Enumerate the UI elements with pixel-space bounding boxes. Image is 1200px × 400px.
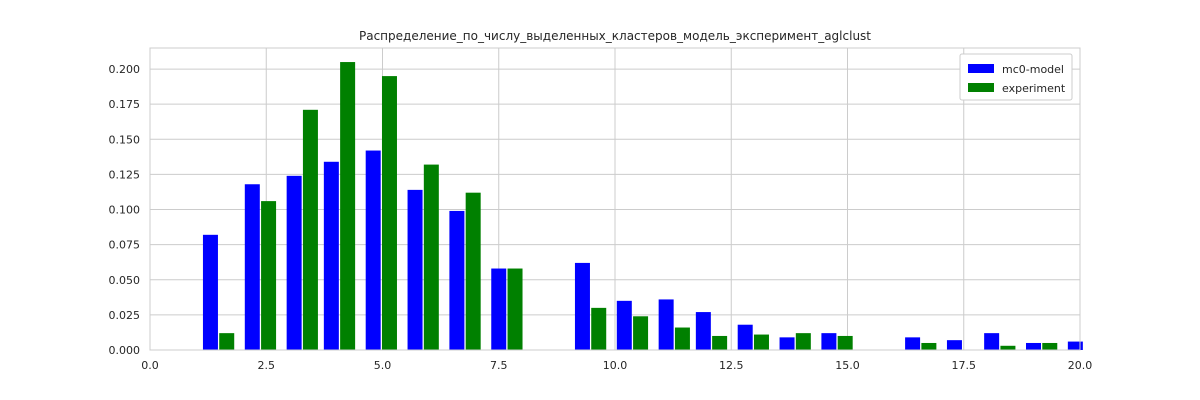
- bar-experiment-0: [219, 333, 235, 350]
- bar-mc0-model-3: [323, 161, 339, 350]
- x-tick-label: 17.5: [952, 359, 977, 372]
- x-tick-label: 15.0: [835, 359, 860, 372]
- legend-label-experiment: experiment: [1002, 82, 1066, 95]
- y-tick-label: 0.200: [109, 63, 141, 76]
- bar-mc0-model-11: [695, 312, 711, 350]
- bar-mc0-model-12: [737, 324, 753, 350]
- bar-experiment-14: [837, 335, 853, 350]
- y-tick-label: 0.000: [109, 344, 141, 357]
- bar-experiment-12: [753, 334, 769, 350]
- bar-mc0-model-15: [905, 337, 921, 350]
- bar-experiment-4: [381, 76, 397, 351]
- y-tick-label: 0.175: [109, 98, 141, 111]
- bar-experiment-13: [795, 333, 811, 350]
- y-axis: 0.000 0.025 0.050 0.075 0.100 0.125 0.150 0.175…: [109, 63, 141, 357]
- bar-experiment-6: [465, 192, 481, 350]
- plot-frame: [149, 47, 1081, 351]
- bar-mc0-model-9: [616, 300, 632, 350]
- y-tick-label: 0.025: [109, 309, 141, 322]
- legend-swatch-experiment: [968, 83, 994, 92]
- bar-experiment-8: [591, 307, 607, 350]
- bar-experiment-7: [507, 268, 523, 350]
- bar-mc0-model-8: [574, 262, 590, 350]
- x-tick-label: 7.5: [490, 359, 508, 372]
- y-tick-label: 0.100: [109, 204, 141, 217]
- bar-experiment-16: [1000, 345, 1016, 350]
- x-tick-label: 5.0: [374, 359, 392, 372]
- y-tick-label: 0.150: [109, 133, 141, 146]
- bar-mc0-model-19: [1067, 341, 1083, 350]
- bar-mc0-model-0: [202, 234, 218, 350]
- x-tick-label: 0.0: [141, 359, 159, 372]
- bar-experiment-2: [302, 109, 318, 350]
- bar-mc0-model-14: [821, 333, 837, 350]
- bar-mc0-model-13: [779, 337, 795, 350]
- legend-swatch-mc0-model: [968, 64, 994, 73]
- x-tick-label: 10.0: [603, 359, 628, 372]
- chart-title: Распределение_по_числу_выделенных_класте…: [359, 29, 871, 43]
- bars: [202, 62, 1083, 351]
- bar-experiment-15: [921, 342, 937, 350]
- bar-mc0-model-16: [946, 340, 962, 350]
- bar-experiment-17: [1042, 342, 1058, 350]
- y-tick-label: 0.050: [109, 274, 141, 287]
- x-tick-label: 20.0: [1068, 359, 1093, 372]
- bar-mc0-model-2: [286, 175, 302, 350]
- bar-experiment-3: [340, 62, 356, 351]
- bar-mc0-model-6: [449, 210, 465, 350]
- bar-mc0-model-10: [658, 299, 674, 350]
- bar-mc0-model-17: [984, 333, 1000, 350]
- bar-mc0-model-4: [365, 150, 381, 350]
- bar-mc0-model-18: [1026, 342, 1041, 350]
- bar-experiment-1: [261, 201, 277, 350]
- bar-experiment-10: [674, 327, 690, 350]
- bar-mc0-model-1: [244, 184, 260, 350]
- x-tick-label: 12.5: [719, 359, 744, 372]
- bar-experiment-11: [712, 335, 728, 350]
- x-axis: 0.0 2.5 5.0 7.5 10.0 12.5 15.0 17.5 20.0: [141, 359, 1092, 372]
- y-tick-label: 0.075: [109, 239, 141, 252]
- legend-label-mc0-model: mc0-model: [1002, 63, 1064, 76]
- x-tick-label: 2.5: [258, 359, 276, 372]
- y-tick-label: 0.125: [109, 168, 141, 181]
- bar-experiment-9: [633, 316, 649, 350]
- bar-mc0-model-5: [407, 189, 423, 350]
- legend: mc0-model experiment: [959, 53, 1073, 101]
- bar-experiment-5: [423, 164, 439, 350]
- bar-mc0-model-7: [491, 268, 507, 350]
